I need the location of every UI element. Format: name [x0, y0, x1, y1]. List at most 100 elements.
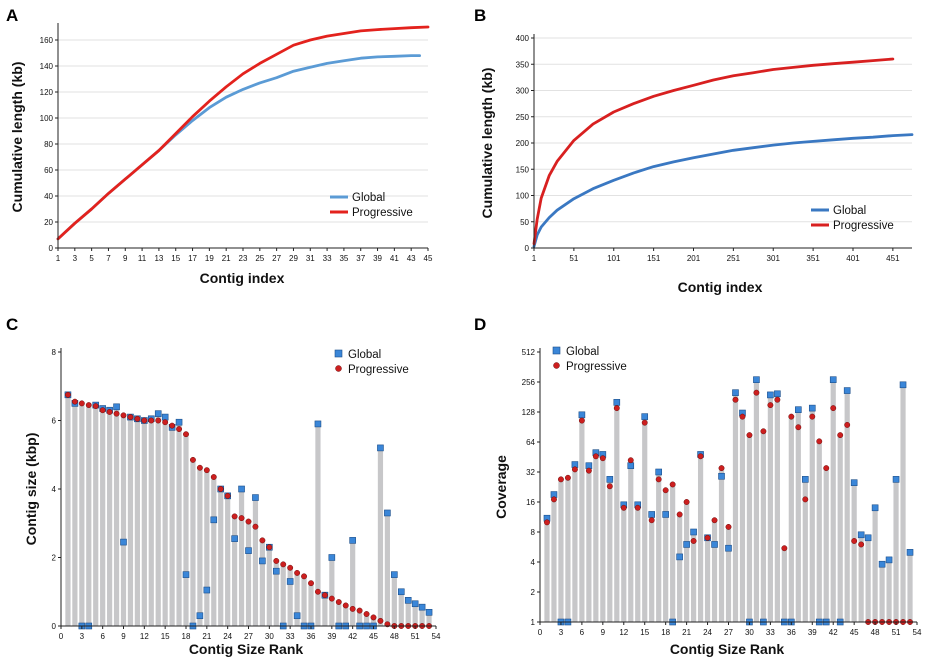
y-tick-label-d-3: 8	[531, 528, 536, 537]
point-progressive-d-24	[704, 534, 711, 541]
series-line-b-global	[532, 133, 914, 248]
point-progressive-c-29	[259, 537, 266, 544]
x-tick-label-d-6: 18	[661, 628, 670, 637]
stem-d-6	[579, 414, 585, 622]
point-progressive-d-43	[837, 432, 844, 439]
y-tick-label-d-1: 2	[531, 588, 536, 597]
stem-c-25	[232, 516, 238, 626]
y-tick-label-b-1: 50	[520, 218, 529, 227]
stem-c-53	[426, 612, 432, 626]
legend-swatch-d-global	[552, 346, 561, 355]
x-tick-label-d-5: 15	[640, 628, 649, 637]
point-progressive-c-13	[148, 417, 155, 424]
stem-d-49	[879, 564, 885, 622]
x-tick-label-a-7: 15	[171, 254, 180, 263]
stem-c-14	[155, 413, 161, 626]
x-tick-label-a-20: 41	[390, 254, 399, 263]
x-tick-label-c-18: 54	[432, 632, 441, 641]
stem-d-30	[746, 435, 753, 622]
panel-letter-b: B	[474, 6, 486, 25]
stem-c-23	[218, 489, 224, 626]
grid-b	[534, 37, 912, 223]
point-global-c-52	[418, 603, 426, 611]
point-progressive-c-24	[224, 492, 231, 499]
stem-d-22	[690, 532, 697, 622]
stem-d-9	[600, 454, 606, 622]
point-progressive-c-10	[127, 414, 134, 421]
x-tick-label-c-6: 18	[182, 632, 191, 641]
stem-c-22	[211, 477, 217, 626]
y-tick-label-d-7: 128	[522, 408, 536, 417]
stem-c-8	[113, 406, 120, 626]
point-progressive-d-40	[816, 438, 823, 445]
point-progressive-d-17	[655, 476, 662, 483]
x-tick-label-b-4: 201	[687, 254, 701, 263]
point-progressive-c-7	[106, 408, 113, 415]
x-tick-label-a-18: 37	[356, 254, 365, 263]
x-tick-label-c-14: 42	[348, 632, 357, 641]
point-global-c-26	[238, 485, 245, 493]
stem-d-23	[697, 454, 704, 622]
stem-c-10	[127, 417, 134, 626]
y-tick-label-d-0: 1	[531, 618, 536, 627]
point-progressive-c-36	[308, 580, 314, 587]
y-tick-label-c-3: 6	[52, 417, 57, 426]
point-progressive-d-11	[613, 405, 620, 412]
point-progressive-c-18	[183, 431, 189, 438]
point-progressive-c-22	[210, 474, 217, 480]
point-progressive-c-31	[273, 557, 280, 564]
point-progressive-d-23	[697, 453, 704, 460]
y-tick-label-a-0: 0	[49, 244, 54, 253]
x-tick-label-d-11: 33	[766, 628, 775, 637]
stem-d-32	[760, 431, 767, 622]
x-tick-label-c-10: 30	[265, 632, 274, 641]
point-progressive-d-26	[718, 465, 725, 472]
x-tick-label-b-7: 351	[806, 254, 820, 263]
stem-c-33	[287, 567, 293, 626]
x-tick-label-d-8: 24	[703, 628, 712, 637]
legend-a: Global Progressive	[330, 192, 413, 219]
y-tick-label-d-8: 256	[522, 378, 536, 387]
point-global-d-52	[899, 381, 907, 389]
stem-d-51	[893, 479, 899, 622]
point-progressive-d-35	[781, 545, 788, 552]
point-progressive-d-34	[774, 396, 781, 403]
x-axis-label-d: Contig Size Rank	[670, 641, 785, 657]
point-progressive-c-38	[321, 592, 328, 599]
point-progressive-c-3	[78, 400, 85, 407]
stem-c-13	[148, 418, 154, 626]
x-tick-label-c-13: 39	[327, 632, 336, 641]
stem-d-40	[816, 441, 822, 622]
point-global-d-53	[906, 549, 914, 556]
x-tick-label-b-8: 401	[846, 254, 860, 263]
point-progressive-d-44	[844, 421, 851, 428]
stem-c-16	[169, 425, 175, 626]
stem-c-27	[245, 521, 252, 626]
y-axis-label-a: Cumulative length (kb)	[9, 62, 25, 213]
panel-letter-a: A	[6, 6, 18, 25]
stem-c-5	[93, 405, 99, 626]
x-tick-label-c-7: 21	[202, 632, 211, 641]
x-tick-label-d-0: 0	[538, 628, 543, 637]
series-c	[64, 391, 433, 630]
point-global-d-38	[801, 476, 809, 483]
y-tick-label-a-5: 100	[40, 114, 54, 123]
series-b	[532, 57, 914, 248]
stem-c-49	[398, 591, 404, 626]
point-global-d-22	[690, 528, 697, 536]
stem-c-20	[197, 467, 203, 626]
point-progressive-d-45	[851, 538, 858, 544]
y-tick-label-d-5: 32	[526, 468, 535, 477]
x-tick-label-c-11: 33	[286, 632, 295, 641]
x-tick-label-b-2: 101	[607, 254, 621, 263]
stem-c-9	[120, 415, 127, 626]
point-progressive-d-33	[767, 402, 774, 409]
x-axis-label-c: Contig Size Rank	[189, 641, 304, 657]
point-global-c-47	[384, 509, 391, 517]
legend-label-d-global: Global	[566, 346, 599, 358]
point-progressive-c-32	[280, 561, 287, 568]
legend-label-d-progressive: Progressive	[566, 361, 627, 373]
